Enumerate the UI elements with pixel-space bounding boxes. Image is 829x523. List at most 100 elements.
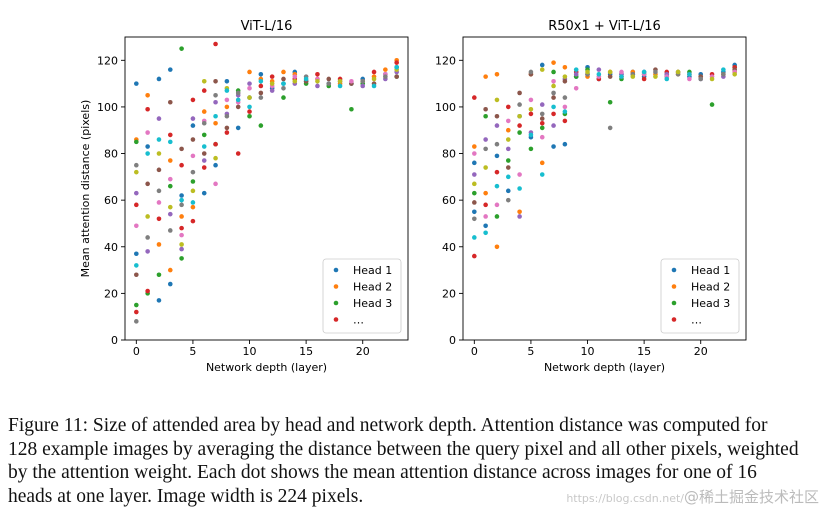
- data-point: [562, 78, 568, 84]
- data-point: [517, 214, 522, 219]
- data-point: [494, 183, 500, 189]
- data-point: [483, 214, 488, 219]
- data-point: [585, 69, 590, 75]
- data-point: [472, 95, 477, 100]
- data-point: [247, 104, 252, 110]
- data-point: [472, 181, 477, 187]
- data-point: [505, 137, 511, 142]
- data-point: [528, 146, 534, 152]
- data-point: [179, 197, 184, 203]
- data-point: [134, 251, 139, 257]
- x-tick-label: 20: [356, 345, 370, 358]
- data-point: [472, 209, 477, 215]
- data-point: [247, 113, 252, 119]
- data-point: [201, 120, 207, 126]
- data-point: [483, 230, 488, 236]
- data-point: [179, 214, 184, 219]
- data-point: [721, 67, 726, 72]
- data-point: [224, 78, 230, 84]
- data-point: [619, 74, 624, 79]
- data-point: [134, 81, 139, 86]
- data-point: [235, 104, 241, 110]
- data-point: [145, 130, 150, 135]
- data-point: [687, 71, 692, 77]
- data-point: [179, 242, 184, 247]
- data-point: [505, 104, 511, 110]
- data-point: [573, 85, 579, 91]
- legend-marker: [333, 300, 339, 306]
- data-point: [303, 76, 309, 82]
- data-point: [167, 99, 173, 105]
- data-point: [505, 127, 511, 133]
- data-point: [494, 202, 500, 208]
- data-point: [539, 172, 545, 177]
- data-point: [596, 71, 602, 77]
- data-point: [179, 256, 184, 261]
- x-tick-label: 0: [133, 345, 140, 358]
- data-point: [517, 186, 522, 191]
- data-point: [224, 104, 230, 110]
- data-point: [383, 74, 388, 79]
- data-point: [539, 67, 545, 72]
- data-point: [483, 223, 488, 229]
- x-axis-label: Network depth (layer): [206, 361, 327, 374]
- data-point: [213, 155, 218, 161]
- data-point: [201, 151, 207, 156]
- data-point: [483, 106, 488, 112]
- data-point: [472, 235, 477, 240]
- caption-line: 128 example images by averaging the dist…: [8, 438, 799, 460]
- data-point: [224, 130, 230, 135]
- data-point: [472, 216, 477, 222]
- data-point: [156, 242, 162, 247]
- data-point: [258, 71, 264, 77]
- data-point: [179, 202, 184, 208]
- data-point: [190, 200, 196, 205]
- data-point: [573, 71, 579, 77]
- data-point: [213, 92, 218, 98]
- data-point: [539, 134, 545, 140]
- legend-marker: [671, 284, 677, 289]
- data-point: [224, 113, 230, 119]
- data-point: [505, 146, 511, 152]
- x-tick-label: 10: [581, 345, 595, 358]
- watermark: https://blog.csdn.net/@稀土掘金技术社区: [566, 486, 819, 507]
- data-point: [573, 67, 579, 72]
- data-point: [247, 69, 252, 75]
- data-point: [247, 109, 252, 114]
- data-point: [134, 309, 139, 315]
- data-point: [641, 76, 647, 82]
- data-point: [551, 83, 556, 89]
- data-point: [179, 225, 184, 231]
- x-tick-label: 20: [694, 345, 708, 358]
- data-point: [528, 69, 534, 75]
- x-tick-label: 15: [637, 345, 651, 358]
- caption-line: by the attention weight. Each dot shows …: [8, 462, 757, 483]
- data-point: [394, 60, 399, 65]
- data-point: [732, 71, 737, 77]
- y-tick-label: 80: [442, 148, 456, 161]
- x-tick-label: 5: [189, 345, 196, 358]
- data-point: [371, 83, 377, 89]
- data-point: [213, 120, 218, 126]
- data-point: [235, 125, 241, 131]
- data-point: [494, 214, 500, 219]
- data-point: [269, 81, 275, 86]
- data-point: [167, 267, 173, 273]
- data-point: [539, 160, 545, 166]
- data-point: [562, 104, 568, 110]
- data-point: [517, 209, 522, 215]
- data-point: [145, 288, 150, 294]
- data-point: [179, 193, 184, 198]
- data-point: [190, 123, 196, 128]
- data-point: [539, 111, 545, 117]
- data-point: [235, 90, 241, 96]
- data-point: [619, 69, 624, 75]
- data-point: [179, 232, 184, 238]
- legend-label: …: [353, 314, 364, 327]
- data-point: [505, 158, 511, 163]
- data-point: [721, 71, 726, 77]
- data-point: [607, 125, 613, 131]
- data-point: [201, 158, 207, 163]
- y-tick-label: 40: [104, 241, 118, 254]
- legend-label: Head 1: [691, 264, 730, 277]
